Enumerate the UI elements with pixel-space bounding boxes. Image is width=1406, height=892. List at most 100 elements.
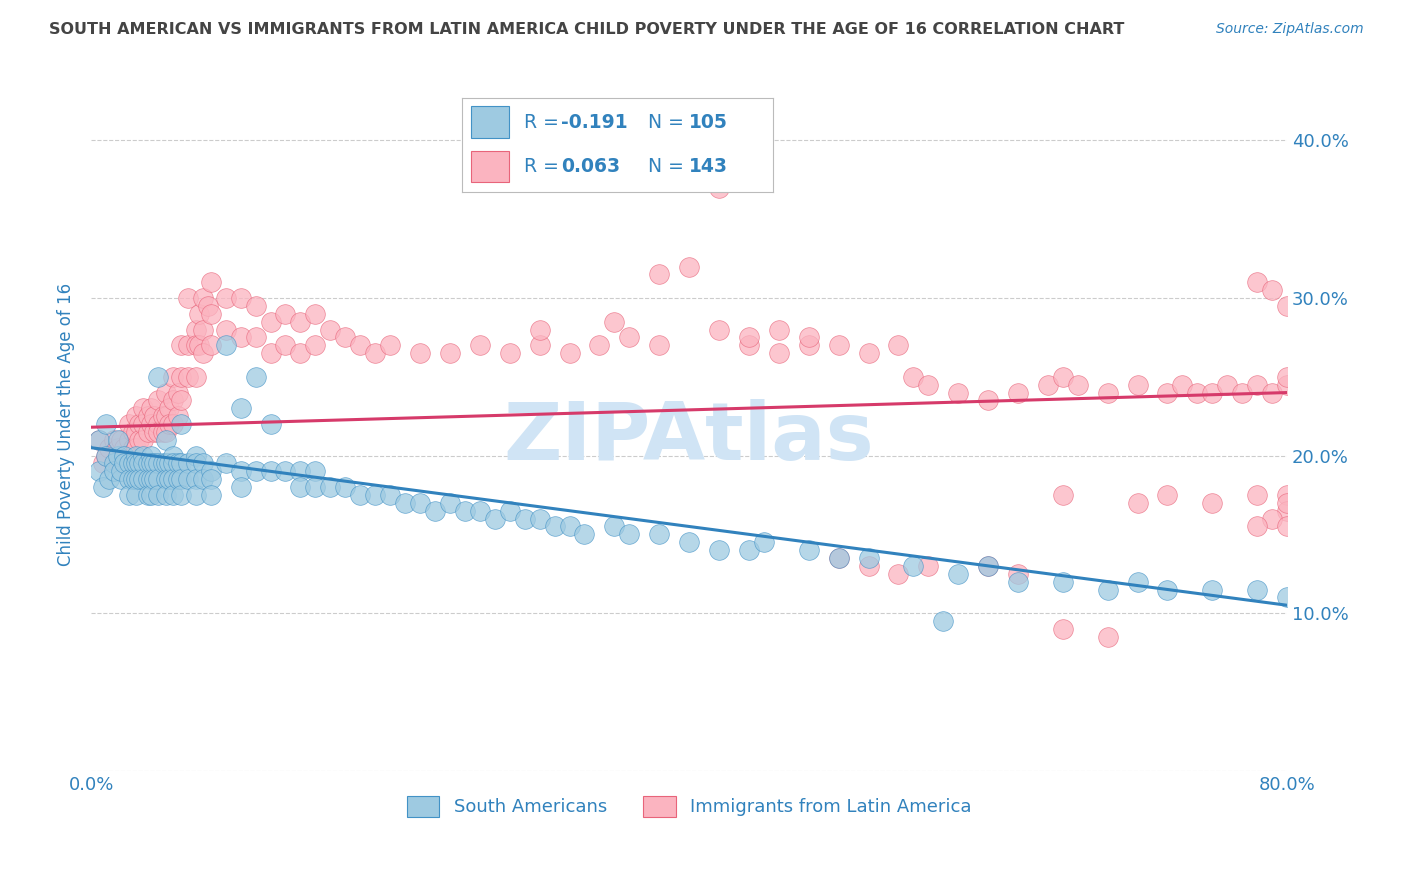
Point <box>707 543 730 558</box>
Point <box>177 369 200 384</box>
Point <box>139 472 162 486</box>
Point <box>142 472 165 486</box>
Point <box>94 449 117 463</box>
Point <box>177 291 200 305</box>
Point <box>1052 622 1074 636</box>
Point <box>103 457 125 471</box>
Point <box>107 449 129 463</box>
Point <box>454 504 477 518</box>
Point <box>738 338 761 352</box>
Point <box>125 441 148 455</box>
Point <box>142 409 165 424</box>
Point <box>152 425 174 439</box>
Point <box>170 369 193 384</box>
Point <box>1097 582 1119 597</box>
Point <box>304 464 326 478</box>
Point <box>200 338 222 352</box>
Point <box>128 472 150 486</box>
Point <box>184 488 207 502</box>
Point <box>132 401 155 416</box>
Point <box>103 433 125 447</box>
Point <box>200 275 222 289</box>
Point <box>335 330 357 344</box>
Point <box>678 260 700 274</box>
Point <box>193 346 215 360</box>
Point <box>215 457 238 471</box>
Point <box>215 338 238 352</box>
Point <box>229 464 252 478</box>
Point <box>125 425 148 439</box>
Point <box>259 315 281 329</box>
Point <box>948 566 970 581</box>
Point <box>184 369 207 384</box>
Point <box>152 457 174 471</box>
Point <box>170 457 193 471</box>
Text: SOUTH AMERICAN VS IMMIGRANTS FROM LATIN AMERICA CHILD POVERTY UNDER THE AGE OF 1: SOUTH AMERICAN VS IMMIGRANTS FROM LATIN … <box>49 22 1125 37</box>
Point <box>177 338 200 352</box>
Point <box>1275 496 1298 510</box>
Point <box>932 614 955 628</box>
Point <box>136 457 159 471</box>
Point <box>1261 385 1284 400</box>
Point <box>128 457 150 471</box>
Point <box>917 558 939 573</box>
Point <box>229 480 252 494</box>
Point <box>193 291 215 305</box>
Point <box>1187 385 1209 400</box>
Point <box>187 307 209 321</box>
Point <box>177 472 200 486</box>
Point <box>274 338 297 352</box>
Point <box>619 330 641 344</box>
Point <box>162 457 184 471</box>
Point <box>155 488 177 502</box>
Point <box>468 338 491 352</box>
Point <box>1156 385 1178 400</box>
Point <box>1052 488 1074 502</box>
Point <box>274 464 297 478</box>
Point <box>117 457 139 471</box>
Point <box>94 449 117 463</box>
Point <box>603 315 626 329</box>
Point <box>304 307 326 321</box>
Point <box>125 449 148 463</box>
Point <box>574 527 596 541</box>
Point <box>139 417 162 431</box>
Point <box>155 425 177 439</box>
Point <box>259 417 281 431</box>
Point <box>1246 519 1268 533</box>
Point <box>184 338 207 352</box>
Point <box>1275 591 1298 605</box>
Point <box>1156 582 1178 597</box>
Point <box>245 299 267 313</box>
Point <box>977 558 1000 573</box>
Point <box>1201 385 1223 400</box>
Point <box>274 307 297 321</box>
Point <box>107 433 129 447</box>
Point <box>797 330 820 344</box>
Point <box>1216 377 1239 392</box>
Point <box>87 433 110 447</box>
Point <box>409 346 432 360</box>
Point <box>603 519 626 533</box>
Point <box>1156 488 1178 502</box>
Point <box>1067 377 1090 392</box>
Point <box>155 472 177 486</box>
Point <box>200 472 222 486</box>
Point <box>170 393 193 408</box>
Point <box>117 488 139 502</box>
Point <box>484 511 506 525</box>
Point <box>128 433 150 447</box>
Point <box>364 488 387 502</box>
Point <box>125 457 148 471</box>
Point <box>648 268 671 282</box>
Point <box>1097 630 1119 644</box>
Point <box>1275 519 1298 533</box>
Point <box>148 472 170 486</box>
Point <box>1275 299 1298 313</box>
Point <box>125 472 148 486</box>
Point <box>136 488 159 502</box>
Point <box>200 488 222 502</box>
Point <box>128 417 150 431</box>
Point <box>290 346 312 360</box>
Point <box>1126 574 1149 589</box>
